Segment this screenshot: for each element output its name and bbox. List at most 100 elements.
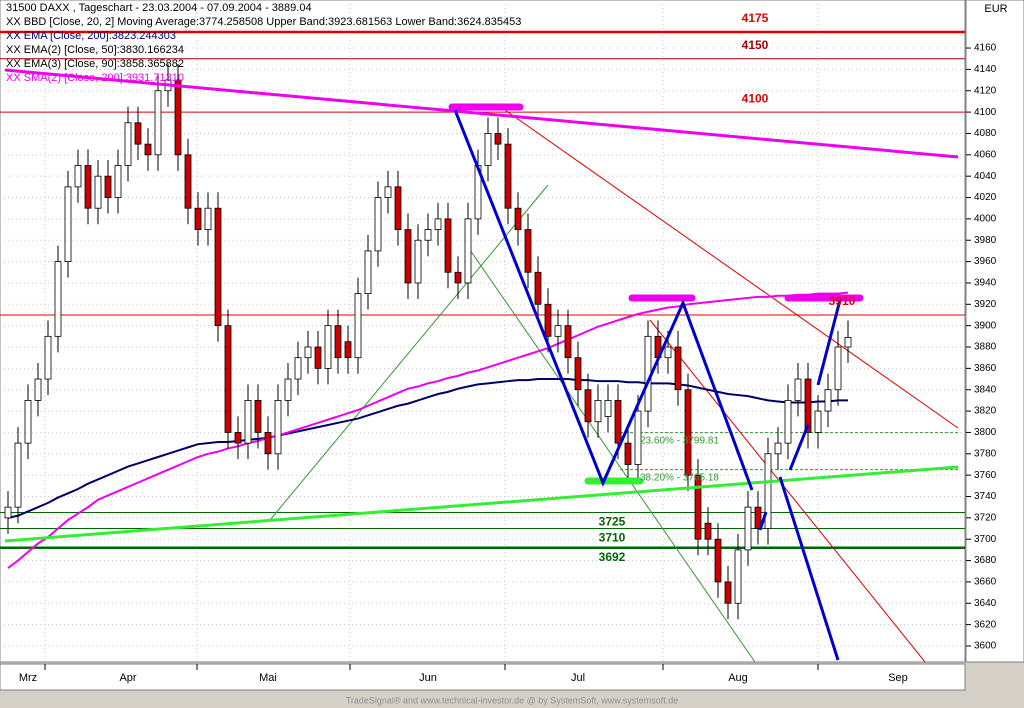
candle-body [364,250,372,295]
y-tick-label: 3620 [974,619,997,630]
level-label: 4175 [742,11,769,25]
candle-body [774,442,782,455]
candle-body [314,346,322,369]
candle-body [54,261,62,337]
y-tick-label: 3600 [974,641,997,652]
y-tick-label: 3880 [974,342,997,353]
candle-body [624,442,632,465]
y-tick-label: 3980 [974,235,997,246]
support-line [4,465,959,543]
level-label: 4100 [742,91,769,105]
y-tick-label: 3740 [974,491,997,502]
trend-line [504,109,959,429]
candle-body [234,432,242,444]
chart-title: 31500 DAXX , Tageschart - 23.03.2004 - 0… [6,2,312,14]
candle-body [194,207,202,230]
candle-body [344,341,352,359]
y-tick-label: 3940 [974,278,997,289]
candle-body [524,229,532,273]
y-tick-label: 3660 [974,577,997,588]
y-tick-label: 3800 [974,427,997,438]
legend-entry: XX BBD [Close, 20, 2] Moving Average:377… [6,16,521,28]
candle-body [784,400,792,444]
candle-body [484,133,492,166]
fib-label: 38.20% - 3765.18 [640,472,719,483]
candle-body [34,378,42,401]
candle-body [404,229,412,284]
x-tick-label: Jul [571,672,585,684]
candle-body [724,581,732,604]
candle-body [44,335,52,380]
y-tick-label: 3840 [974,384,997,395]
y-tick-label: 4080 [974,128,997,139]
candle-body [74,165,82,188]
x-axis-panel [0,663,966,691]
x-tick-label: Jun [419,672,437,684]
candle-body [674,346,682,391]
y-tick-label: 3860 [974,363,997,374]
legend-entry: XX SMA(2) [Close, 200]:3931.71310 [6,72,184,84]
candle-body [294,357,302,380]
candle-body [284,378,292,401]
candle-body [594,400,602,423]
candle-body [764,453,772,529]
footer: TradeSignal® and www.technical-investor.… [346,695,679,705]
candle-body [154,90,162,156]
candle-body [744,506,752,551]
candle-body [394,186,402,230]
y-tick-label: 4140 [974,64,997,75]
candle-body [4,506,12,519]
candle-body [304,346,312,359]
candle-body [174,79,182,156]
resistance-line [4,68,959,159]
y-tick-label: 3960 [974,256,997,267]
candle-body [804,378,812,433]
y-tick-label: 4100 [974,107,997,118]
candle-body [354,293,362,359]
candle-body [104,175,112,198]
candle-body [444,218,452,273]
candle-body [584,389,592,423]
candle-body [64,186,72,262]
candle-body [24,400,32,444]
candle-body [124,122,132,166]
indicator-line [7,291,849,569]
candle-body [144,143,152,156]
candle-body [834,346,842,391]
candle-body [684,389,692,476]
y-tick-label: 4120 [974,85,997,96]
x-tick-label: Aug [728,672,748,684]
level-label: 3692 [599,550,626,564]
candle-body [114,165,122,198]
drawings [4,68,959,661]
level-label: 3725 [599,515,626,529]
candle-body [634,410,642,465]
wave-line [758,511,768,531]
candle-body [454,271,462,284]
candle-body [824,389,832,412]
candle-body [604,400,612,417]
y-tick-label: 3640 [974,598,997,609]
y-tick-label: 4000 [974,214,997,225]
legend: 31500 DAXX , Tageschart - 23.03.2004 - 0… [6,2,521,84]
candles [4,64,852,620]
y-tick-label: 3720 [974,512,997,523]
y-tick-label: 3680 [974,555,997,566]
candle-body [434,218,442,230]
candle-body [204,207,212,230]
legend-entry: XX EMA(2) [Close, 50]:3830.166234 [6,44,184,56]
x-tick-label: Apr [119,672,136,684]
candle-body [424,229,432,241]
trend-lines [269,109,959,662]
y-tick-label: 3920 [974,299,997,310]
y-axis-panel [965,0,1024,663]
x-tick-label: Sep [888,672,908,684]
y-tick-label: 3780 [974,448,997,459]
candle-body [334,325,342,359]
x-tick-label: Mrz [19,672,37,684]
candle-body [184,154,192,209]
wave-line [816,299,842,386]
currency-label: EUR [984,3,1007,15]
y-tick-label: 4060 [974,149,997,160]
